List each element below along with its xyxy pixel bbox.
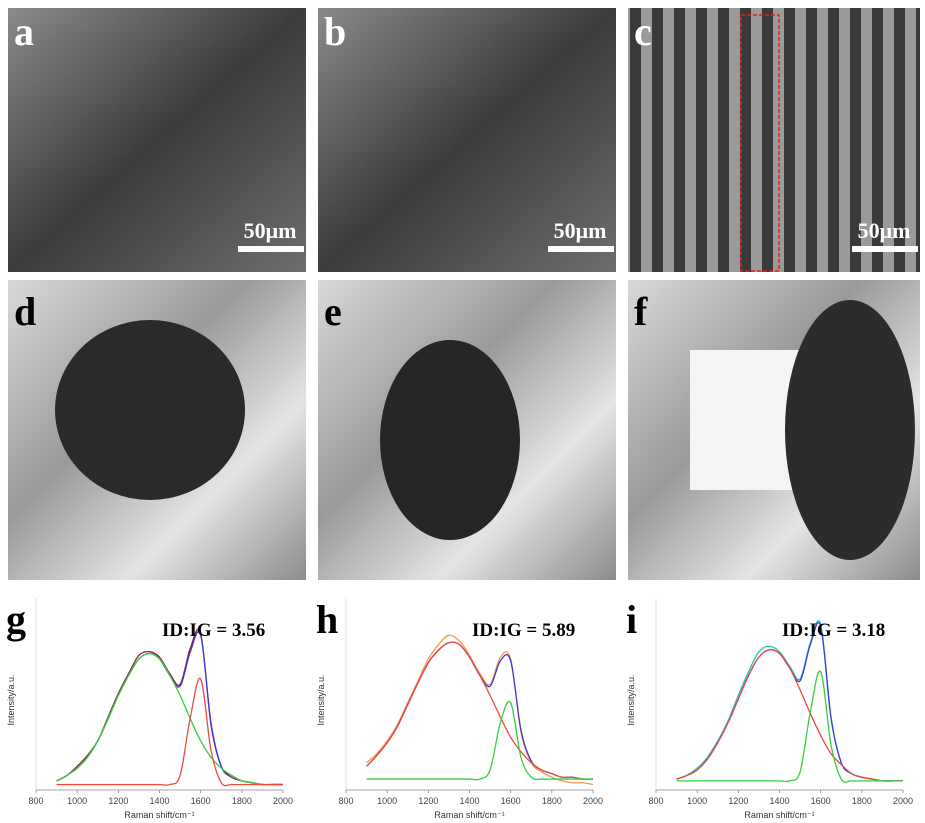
y-axis-label: Intensity/a.u. — [626, 674, 636, 725]
panel-label: h — [316, 597, 338, 642]
x-tick-label: 1800 — [232, 796, 252, 806]
x-tick-label: 1200 — [418, 796, 438, 806]
panel-label: d — [14, 289, 36, 334]
x-tick-label: 1600 — [501, 796, 521, 806]
x-tick-label: 2000 — [583, 796, 603, 806]
x-tick-label: 1600 — [811, 796, 831, 806]
y-axis-label: Intensity/a.u. — [316, 674, 326, 725]
panel-label: g — [6, 597, 26, 642]
scale-bar — [238, 246, 304, 252]
x-tick-label: 1800 — [852, 796, 872, 806]
char-sample — [785, 300, 915, 560]
char-sample — [55, 320, 245, 500]
scale-bar — [852, 246, 918, 252]
spectrum-line — [57, 629, 283, 784]
x-axis-label: Raman shift/cm⁻¹ — [434, 810, 504, 820]
scale-bar-label: 50μm — [858, 218, 911, 243]
annotation: ID:IG = 3.18 — [782, 620, 885, 641]
spectrum-line — [367, 642, 593, 779]
x-tick-label: 1800 — [542, 796, 562, 806]
x-tick-label: 800 — [28, 796, 43, 806]
scale-bar — [548, 246, 614, 252]
y-axis-label: Intensity/a.u. — [6, 674, 16, 725]
foil-hole — [690, 350, 800, 490]
x-tick-label: 2000 — [893, 796, 913, 806]
x-tick-label: 800 — [648, 796, 663, 806]
x-tick-label: 1000 — [67, 796, 87, 806]
x-tick-label: 800 — [338, 796, 353, 806]
panel-label: a — [14, 9, 34, 54]
panel-label: b — [324, 9, 346, 54]
x-tick-label: 1200 — [728, 796, 748, 806]
x-tick-label: 1400 — [459, 796, 479, 806]
x-tick-label: 1400 — [769, 796, 789, 806]
x-tick-label: 1400 — [149, 796, 169, 806]
x-tick-label: 1000 — [687, 796, 707, 806]
panel-label: e — [324, 289, 342, 334]
x-tick-label: 2000 — [273, 796, 293, 806]
spectrum-line — [57, 678, 283, 785]
scale-bar-label: 50μm — [554, 218, 607, 243]
spectrum-line — [677, 650, 903, 781]
spectrum-line — [367, 701, 593, 779]
x-axis-label: Raman shift/cm⁻¹ — [124, 810, 194, 820]
x-tick-label: 1200 — [108, 796, 128, 806]
spectrum-line — [677, 621, 903, 781]
x-tick-label: 1000 — [377, 796, 397, 806]
x-tick-label: 1600 — [191, 796, 211, 806]
spectrum-line — [677, 671, 903, 782]
annotation: ID:IG = 3.56 — [162, 620, 265, 641]
figure: a 50μm b 50μm c 50μm d e f 800 1000 1200 1400 1600 180… — [0, 0, 925, 823]
annotation: ID:IG = 5.89 — [472, 620, 575, 641]
spectrum-line — [367, 635, 593, 784]
char-sample — [380, 340, 520, 540]
panel-label: i — [626, 597, 637, 642]
panel-label: f — [634, 289, 648, 334]
spectrum-line — [677, 623, 903, 781]
x-axis-label: Raman shift/cm⁻¹ — [744, 810, 814, 820]
panel-label: c — [634, 9, 652, 54]
spectrum-line — [57, 632, 283, 785]
scale-bar-label: 50μm — [244, 218, 297, 243]
spectrum-line — [367, 642, 593, 779]
